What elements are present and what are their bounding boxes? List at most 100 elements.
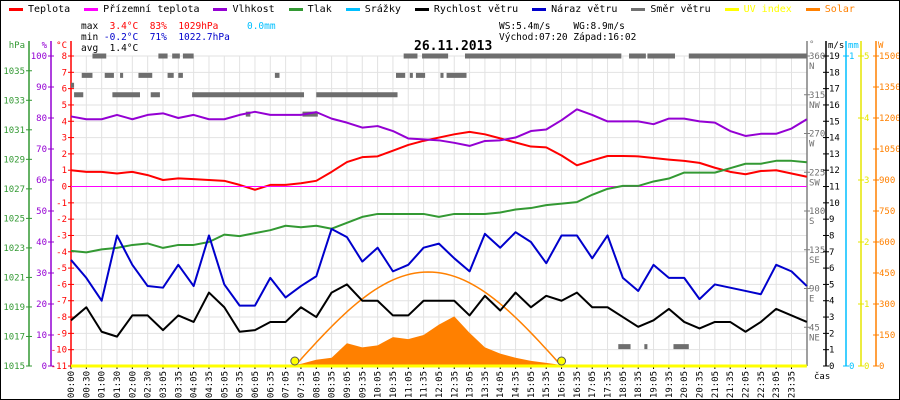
solar-theoretical-curve — [294, 271, 563, 367]
pressure-tick-label: 1023 — [3, 244, 25, 254]
x-tick-label: 13:35 — [481, 371, 491, 398]
humidity-tick-label: 0 — [42, 362, 47, 372]
direction-compass-label: W — [809, 140, 815, 150]
wind-speed-max: WS:5.4m/s — [499, 21, 551, 32]
solar-tick-label: 450 — [879, 269, 895, 279]
direction-tick-label: 360 — [809, 52, 825, 62]
direction-tick-label: 270 — [809, 130, 825, 140]
solar-tick-label: 1500 — [879, 52, 900, 62]
direction-tick-label: 315 — [809, 91, 825, 101]
legend-swatch — [631, 8, 646, 11]
uv-tick-label: 1 — [864, 300, 869, 310]
temperature-tick-label: 5 — [62, 101, 67, 111]
wind-tick-label: 0 — [829, 362, 834, 372]
x-tick-label: 01:00 — [98, 371, 108, 398]
pressure-tick-label: 1015 — [3, 362, 25, 372]
solar-tick-label: 750 — [879, 207, 895, 217]
temperature-tick-label: 6 — [62, 85, 67, 95]
x-tick-label: 06:05 — [251, 371, 261, 398]
legend-item-uv-index: UV index — [724, 4, 792, 15]
x-tick-label: 16:05 — [558, 371, 568, 398]
x-axis-label: čas — [814, 371, 830, 382]
stats-label: avg — [81, 43, 99, 54]
x-tick-label: 18:05 — [619, 371, 629, 398]
chart-title: 26.11.2013 — [414, 39, 493, 54]
legend-item-teplota: Teplota — [9, 4, 70, 15]
x-tick-label: 23:35 — [788, 371, 798, 398]
direction-tick-label: 225 — [809, 168, 825, 178]
uv-tick-label: 4 — [864, 114, 869, 124]
rain-tick-label: 0 — [849, 362, 854, 372]
humidity-tick-label: 30 — [36, 269, 47, 279]
wind-tick-label: 1 — [829, 346, 834, 356]
x-tick-label: 00:00 — [67, 371, 77, 398]
legend-item-prizemni-teplota: Přízemní teplota — [84, 4, 199, 15]
pressure-tick-label: 1021 — [3, 273, 25, 283]
x-tick-label: 21:05 — [711, 371, 721, 398]
x-tick-label: 07:35 — [297, 371, 307, 398]
x-tick-label: 00:30 — [82, 371, 92, 398]
x-tick-label: 15:05 — [527, 371, 537, 398]
x-tick-label: 03:05 — [159, 371, 169, 398]
temperature-tick-label: 2 — [62, 150, 67, 160]
x-tick-label: 22:35 — [757, 371, 767, 398]
legend-swatch — [724, 8, 739, 11]
temperature-tick-label: -6 — [56, 280, 67, 290]
pressure-tick-label: 1033 — [3, 96, 25, 106]
wind-tick-label: 3 — [829, 313, 834, 323]
x-tick-label: 14:05 — [496, 371, 506, 398]
solar-unit-label: W — [878, 41, 884, 51]
wind-tick-label: 10 — [829, 199, 840, 209]
temperature-tick-label: 0 — [62, 183, 67, 193]
temperature-unit-label: °C — [56, 41, 67, 51]
x-tick-label: 23:05 — [772, 371, 782, 398]
x-tick-label: 09:35 — [358, 371, 368, 398]
legend-swatch — [532, 8, 547, 11]
temperature-tick-label: -4 — [56, 248, 67, 258]
legend-item-srazky: Srážky — [345, 4, 401, 15]
x-tick-label: 22:05 — [742, 371, 752, 398]
stats-wind: WS:5.4m/s WG:8.9m/s — [499, 21, 625, 32]
x-tick-label: 17:35 — [604, 371, 614, 398]
wind-tick-label: 6 — [829, 264, 834, 274]
wind-gust-max: WG:8.9m/s — [573, 21, 625, 32]
uv-tick-label: 2 — [864, 238, 869, 248]
rain-tick-label: 1 — [849, 52, 854, 62]
uv-tick-label: 5 — [864, 52, 869, 62]
humidity-tick-label: 50 — [36, 207, 47, 217]
legend-swatch — [84, 8, 99, 11]
pressure-tick-label: 1031 — [3, 126, 25, 136]
x-tick-label: 13:05 — [466, 371, 476, 398]
humidity-tick-label: 100 — [31, 52, 47, 62]
sunrise-marker — [290, 356, 300, 366]
legend-item-smer-vetru: Směr větru — [631, 4, 711, 15]
temperature-tick-label: -9 — [56, 329, 67, 339]
wind-tick-label: 19 — [829, 52, 840, 62]
solar-area — [71, 316, 807, 366]
temperature-tick-label: -1 — [56, 199, 67, 209]
legend-label: Přízemní teplota — [103, 4, 200, 15]
pressure-tick-label: 1017 — [3, 332, 25, 342]
temperature-tick-label: 1 — [62, 166, 67, 176]
x-tick-label: 02:30 — [144, 371, 154, 398]
wind-tick-label: 11 — [829, 183, 840, 193]
pressure-unit-label: hPa — [9, 41, 25, 51]
legend-swatch — [345, 8, 360, 11]
pressure-tick-label: 1029 — [3, 155, 25, 165]
legend-label: UV index — [743, 4, 792, 15]
wind-tick-label: 4 — [829, 297, 834, 307]
max-humidity: 83% — [149, 21, 167, 32]
legend-label: Náraz větru — [551, 4, 618, 15]
legend-item-rychlost-vetru: Rychlost větru — [414, 4, 518, 15]
temperature-tick-label: -10 — [51, 346, 67, 356]
pressure-tick-label: 1027 — [3, 185, 25, 195]
legend-swatch — [805, 8, 820, 11]
avg-temp: 1.4°C — [109, 43, 139, 54]
legend-item-naraz-vetru: Náraz větru — [532, 4, 617, 15]
stats-max-row: max 3.4°C 83% 1029hPa 0.0mm — [81, 21, 276, 32]
min-humidity: 71% — [149, 32, 167, 43]
pressure-tick-label: 1019 — [3, 303, 25, 313]
x-tick-label: 08:05 — [312, 371, 322, 398]
stats-avg-row: avg 1.4°C — [81, 43, 138, 54]
wind-tick-label: 9 — [829, 215, 834, 225]
